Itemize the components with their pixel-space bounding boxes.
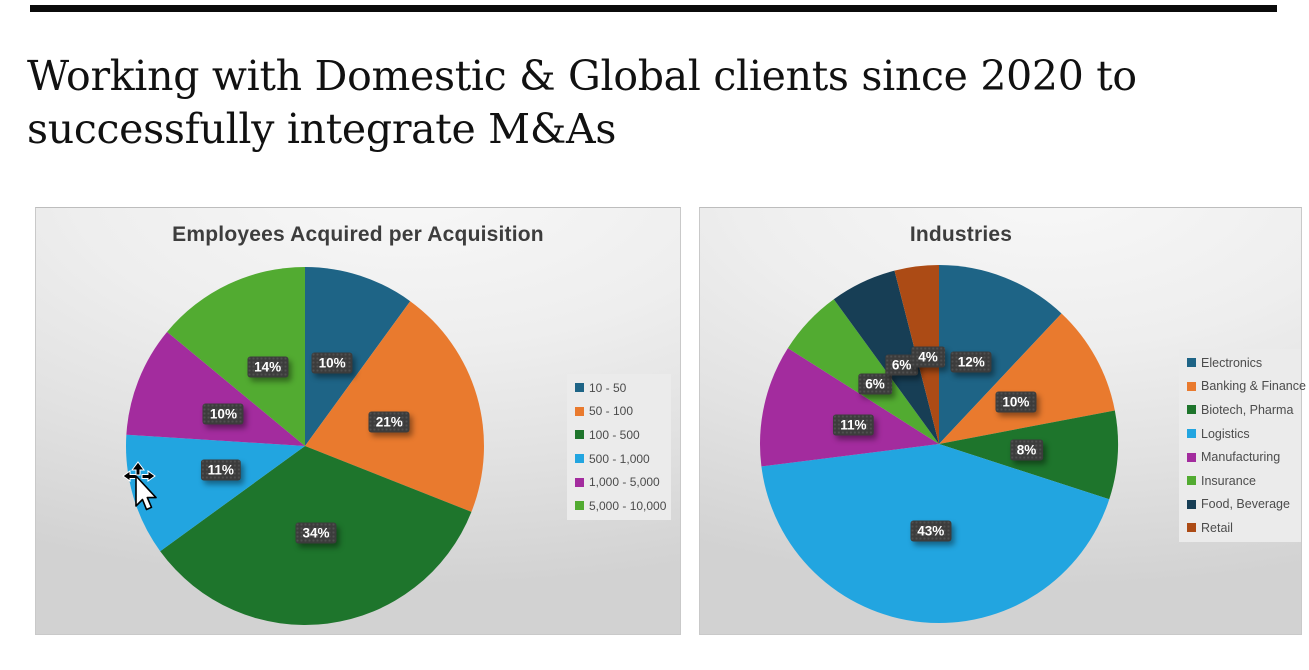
legend-item-insurance: Insurance <box>1179 469 1301 493</box>
legend-swatch-insurance <box>1187 476 1196 486</box>
legend-label-50-100: 50 - 100 <box>589 404 634 419</box>
data-labels-employees: 10% 21% 34% 11% 10% 14% <box>36 208 680 634</box>
data-label-chip-logistics: 43% <box>910 520 952 542</box>
chart-panel-industries[interactable]: 12% 10% 8% 43% 11% 6% 6% 4% Industries Electron… <box>699 207 1306 635</box>
data-labels-industries: 12% 10% 8% 43% 11% 6% 6% 4% <box>700 208 1301 634</box>
pie-slice-50-100[interactable] <box>305 301 484 512</box>
legend-swatch-5-000-10-000 <box>575 501 584 511</box>
data-label-chip-electronics: 12% <box>950 351 992 373</box>
pie-slice-500-1-000[interactable] <box>125 434 306 552</box>
chart-panel-employees[interactable]: 10% 21% 34% 11% 10% 14% Employees Acquired pe… <box>35 207 681 635</box>
legend-label-biotech-pharma: Biotech, Pharma <box>1201 402 1294 417</box>
legend-swatch-manufacturing <box>1187 452 1196 462</box>
chart-title-industries: Industries <box>909 223 1013 246</box>
legend-label-100-500: 100 - 500 <box>589 427 640 442</box>
move-cursor-icon <box>122 461 157 511</box>
legend-swatch-10-50 <box>575 383 584 393</box>
legend-swatch-electronics <box>1187 358 1196 368</box>
data-label-chip-insurance: 6% <box>858 373 892 395</box>
pie-slice-1-000-5-000[interactable] <box>126 331 305 446</box>
pie-slice-5-000-10-000[interactable] <box>167 267 305 446</box>
pie-slice-insurance[interactable] <box>787 299 939 444</box>
legend-swatch-100-500 <box>575 430 584 440</box>
pie-slice-electronics[interactable] <box>939 265 1062 444</box>
legend-label-manufacturing: Manufacturing <box>1201 450 1281 465</box>
data-label-chip-biotech-pharma: 8% <box>1009 439 1044 460</box>
data-label-chip-10-50: 10% <box>311 352 353 374</box>
legend-item-electronics: Electronics <box>1179 351 1301 375</box>
data-label-chip-retail: 4% <box>911 346 945 368</box>
legend-swatch-biotech-pharma <box>1187 405 1196 415</box>
pie-slice-banking-finance[interactable] <box>939 313 1115 444</box>
legend-item-banking-finance: Banking & Finance <box>1179 375 1306 399</box>
legend-swatch-500-1-000 <box>575 454 584 464</box>
pie-slice-10-50[interactable] <box>305 267 411 446</box>
data-label-chip-manufacturing: 11% <box>833 414 874 436</box>
legend-item-logistics: Logistics <box>1179 422 1301 446</box>
legend-item-retail: Retail <box>1179 516 1301 540</box>
legend-label-retail: Retail <box>1201 520 1233 535</box>
data-label-chip-1-000-5-000: 10% <box>202 403 244 425</box>
legend-swatch-banking-finance <box>1187 381 1196 391</box>
legend-item-5-000-10-000: 5,000 - 10,000 <box>567 494 671 518</box>
legend-swatch-retail <box>1187 523 1196 533</box>
top-divider-bar <box>30 5 1277 12</box>
data-label-chip-banking-finance: 10% <box>995 391 1037 413</box>
legend-label-5-000-10-000: 5,000 - 10,000 <box>589 498 667 513</box>
chart-title-employees: Employees Acquired per Acquisition <box>172 223 544 246</box>
legend-item-manufacturing: Manufacturing <box>1179 445 1301 469</box>
slide-title: Working with Domestic & Global clients s… <box>27 50 1277 156</box>
legend-swatch-food-beverage <box>1187 499 1196 509</box>
legend-item-biotech-pharma: Biotech, Pharma <box>1179 398 1301 422</box>
legend-swatch-logistics <box>1187 429 1196 439</box>
data-label-chip-food-beverage: 6% <box>884 354 919 376</box>
legend-employees: 10 - 50 50 - 100 100 - 500 500 - 1,000 1,000… <box>567 374 671 520</box>
pie-slice-manufacturing[interactable] <box>760 348 939 467</box>
legend-label-food-beverage: Food, Beverage <box>1201 497 1290 512</box>
legend-item-50-100: 50 - 100 <box>567 400 671 424</box>
legend-label-10-50: 10 - 50 <box>589 380 627 395</box>
legend-label-logistics: Logistics <box>1201 426 1250 441</box>
legend-item-food-beverage: Food, Beverage <box>1179 493 1301 517</box>
data-label-chip-100-500: 34% <box>295 522 337 544</box>
pie-chart-employees <box>125 267 484 625</box>
legend-label-banking-finance: Banking & Finance <box>1201 379 1306 394</box>
legend-label-500-1-000: 500 - 1,000 <box>589 451 650 466</box>
data-label-chip-5-000-10-000: 14% <box>247 356 289 378</box>
legend-item-500-1-000: 500 - 1,000 <box>567 447 671 471</box>
legend-item-100-500: 100 - 500 <box>567 423 671 447</box>
legend-item-10-50: 10 - 50 <box>567 376 671 400</box>
slide-title-line-1: Working with Domestic & Global clients s… <box>27 52 1137 100</box>
legend-swatch-1-000-5-000 <box>575 477 584 487</box>
data-label-chip-50-100: 21% <box>368 411 410 433</box>
legend-swatch-50-100 <box>575 406 584 416</box>
legend-industries: Electronics Banking & Finance Biotech, Pha… <box>1179 349 1306 542</box>
legend-item-1-000-5-000: 1,000 - 5,000 <box>567 470 671 494</box>
legend-label-1-000-5-000: 1,000 - 5,000 <box>589 475 660 490</box>
data-label-chip-500-1-000: 11% <box>200 459 241 481</box>
slide-title-line-2: successfully integrate M&As <box>27 105 617 153</box>
legend-label-electronics: Electronics <box>1201 355 1263 370</box>
legend-label-insurance: Insurance <box>1201 473 1256 488</box>
